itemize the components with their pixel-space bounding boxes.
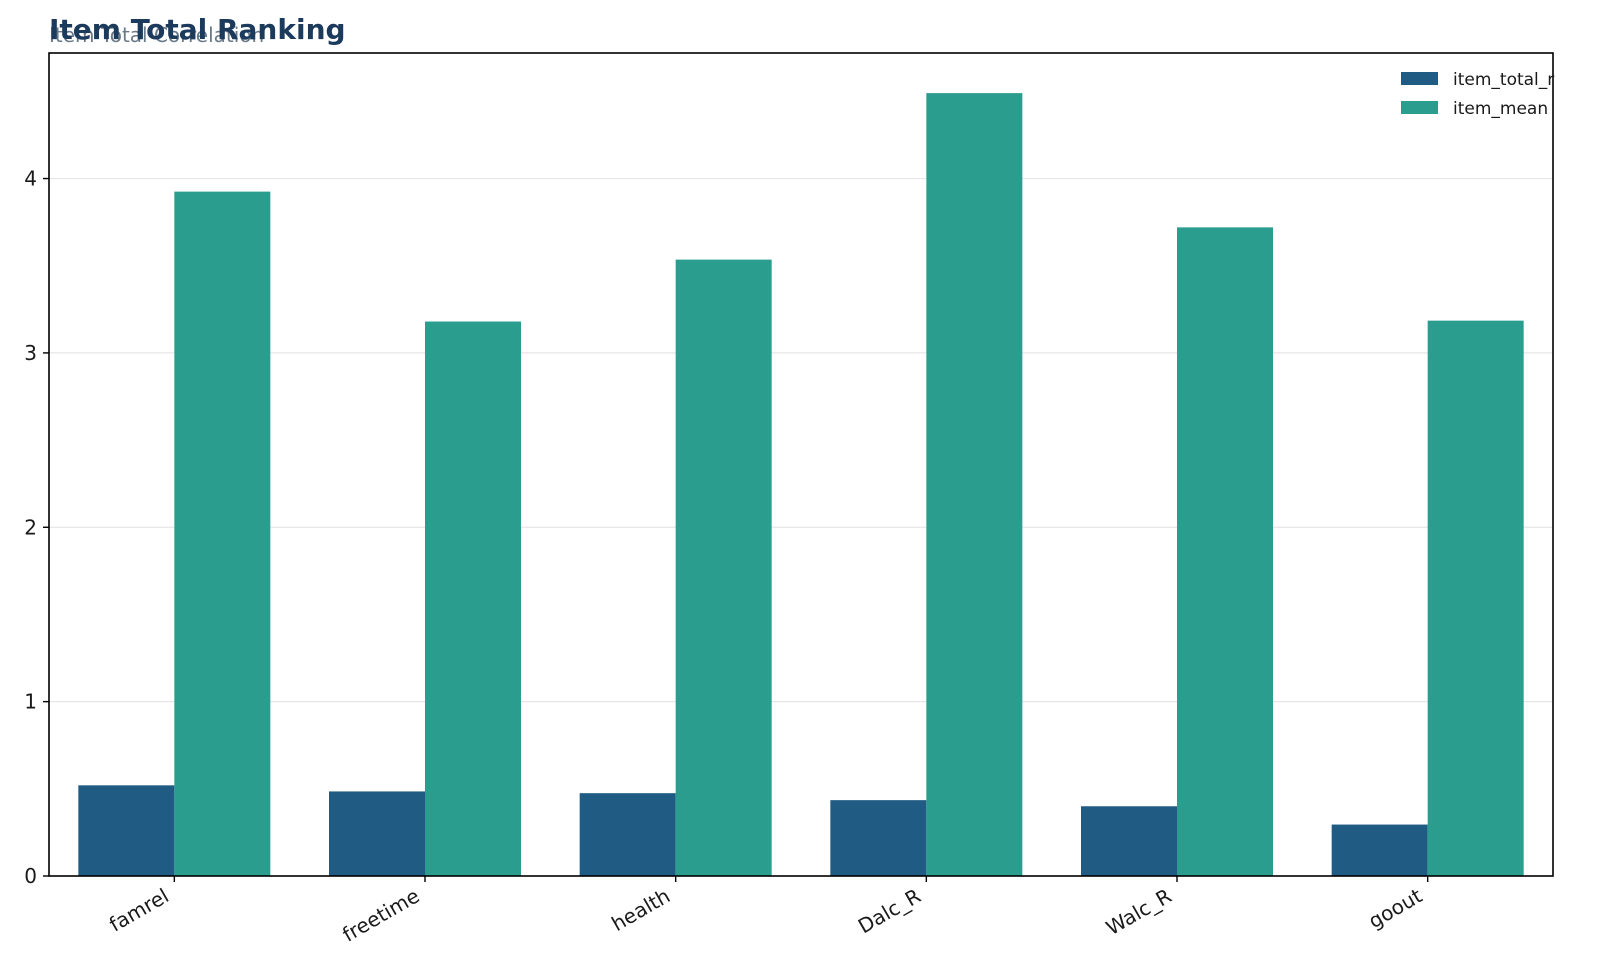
y-axis: 0 1 2 3 4: [24, 167, 49, 888]
x-tick-label: freetime: [338, 884, 423, 947]
bar-item_mean-goout: [1427, 320, 1524, 876]
bar-item_total_r-famrel: [78, 785, 175, 876]
y-tick-label: 0: [24, 864, 37, 888]
bar-item_total_r-goout: [1331, 824, 1428, 876]
chart-title: Item Total Ranking: [49, 13, 346, 46]
legend-swatch-item_mean: [1401, 101, 1438, 114]
bar-item_mean-freetime: [425, 321, 521, 876]
x-tick-label: health: [607, 884, 674, 936]
bar-item_total_r-Dalc_R: [830, 800, 927, 876]
y-tick-label: 2: [24, 515, 37, 539]
legend-label-item_mean: item_mean: [1453, 99, 1548, 119]
bar-item_total_r-Walc_R: [1081, 806, 1177, 876]
gridlines: [49, 177, 1553, 703]
bar-item_mean-health: [675, 259, 772, 876]
bar-item_total_r-freetime: [329, 791, 425, 876]
plot-frame: [48, 52, 1554, 877]
y-tick-label: 3: [24, 341, 37, 365]
legend: item_total_r item_mean: [1401, 70, 1554, 119]
bars: [78, 93, 1524, 877]
legend-swatch-item_total_r: [1401, 72, 1438, 85]
y-tick-label: 4: [24, 167, 37, 191]
bar-item_mean-Walc_R: [1177, 227, 1273, 877]
y-tick-label: 1: [24, 690, 37, 714]
bar-item_mean-Dalc_R: [926, 93, 1023, 876]
x-tick-label: Dalc_R: [854, 883, 925, 938]
chart-subtitle: Item Total Correlation: [49, 23, 264, 47]
x-axis: famrel freetime health Dalc_R Walc_R goout: [105, 876, 1429, 947]
legend-label-item_total_r: item_total_r: [1453, 70, 1554, 90]
x-tick-label: goout: [1364, 883, 1426, 933]
x-tick-label: famrel: [105, 884, 173, 937]
bar-item_mean-famrel: [174, 191, 271, 877]
bar-item_total_r-health: [579, 793, 676, 876]
x-tick-label: Walc_R: [1102, 883, 1176, 939]
